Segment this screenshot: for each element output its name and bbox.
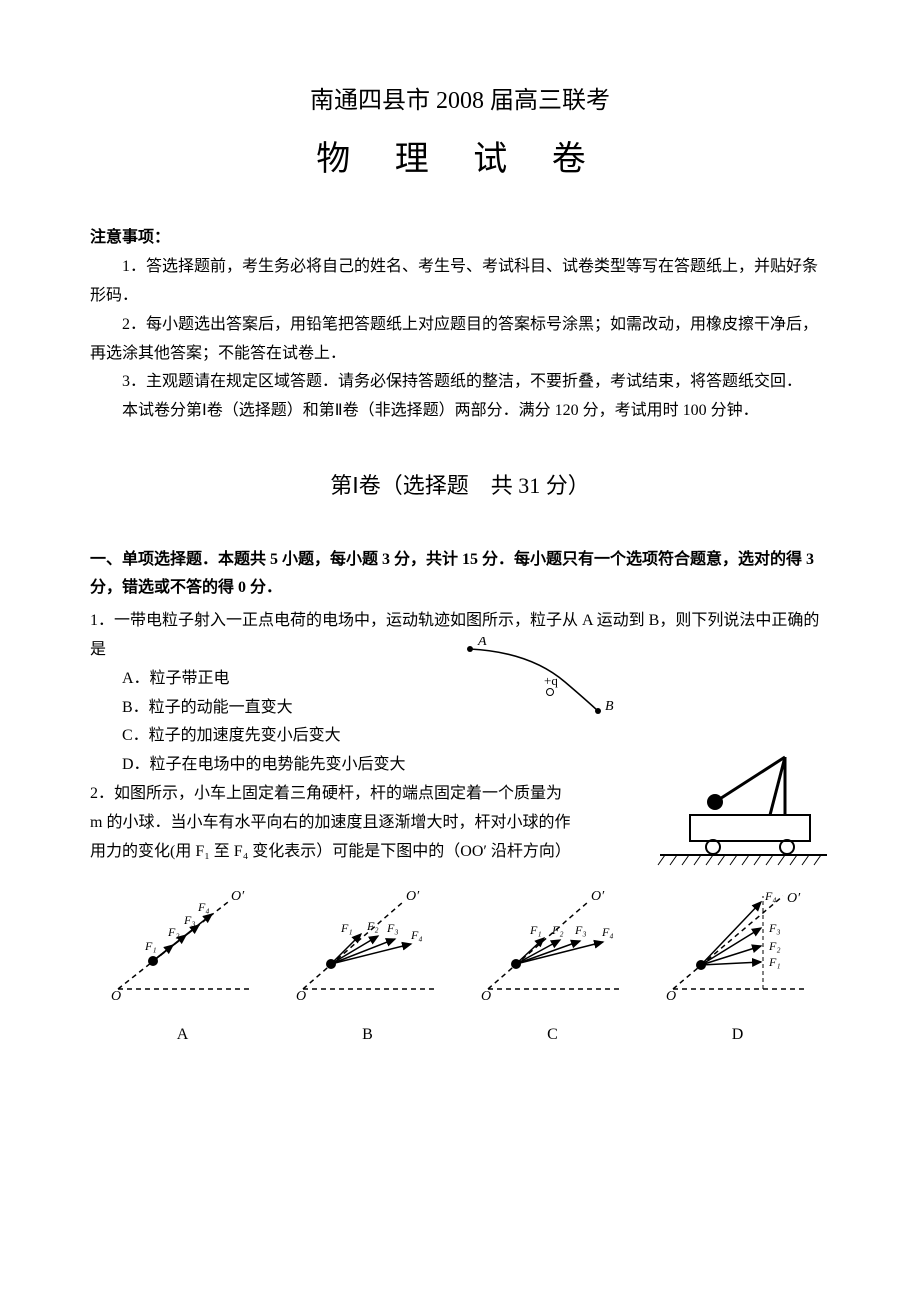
q2-label-a: A — [95, 1021, 270, 1050]
q2-diagram-b: O O′ F₁ F₂ F₃ F₄ — [283, 884, 453, 1004]
q2-option-c: O O′ F₁ F₂ F₃ F₄ C — [465, 884, 640, 1050]
svg-text:O′: O′ — [406, 889, 420, 904]
svg-text:F₂: F₂ — [551, 923, 564, 937]
q2-label-d: D — [650, 1021, 825, 1050]
svg-text:F₃: F₃ — [768, 921, 781, 935]
q2-label-c: C — [465, 1021, 640, 1050]
svg-text:O′: O′ — [231, 889, 245, 904]
exam-header-line2: 物 理 试 卷 — [90, 129, 830, 190]
svg-text:O′: O′ — [591, 889, 605, 904]
svg-text:F₁: F₁ — [529, 923, 542, 937]
notice-item-3: 3．主观题请在规定区域答题．请务必保持答题纸的整洁，不要折叠，考试结束，将答题纸… — [90, 368, 830, 397]
svg-text:O: O — [111, 989, 121, 1004]
svg-text:F₄: F₄ — [764, 889, 777, 903]
notice-item-2: 2．每小题选出答案后，用铅笔把答题纸上对应题目的答案标号涂黑；如需改动，用橡皮擦… — [90, 311, 830, 369]
notice-summary: 本试卷分第Ⅰ卷（选择题）和第Ⅱ卷（非选择题）两部分．满分 120 分，考试用时 … — [90, 397, 830, 426]
svg-text:F₄: F₄ — [197, 900, 210, 914]
exam-header-line1: 南通四县市 2008 届高三联考 — [90, 80, 830, 123]
part1-instruction: 一、单项选择题．本题共 5 小题，每小题 3 分，共计 15 分．每小题只有一个… — [90, 546, 830, 604]
q1-figure: A B +q — [450, 637, 620, 727]
svg-text:F₃: F₃ — [574, 923, 587, 937]
section-1-title: 第Ⅰ卷（选择题 共 31 分） — [90, 466, 830, 506]
svg-text:F₄: F₄ — [410, 928, 423, 942]
svg-text:O: O — [666, 989, 676, 1004]
q2-option-diagrams: O O′ F₁ F₂ F₃ F₄ A O O′ F₁ F₂ — [90, 884, 830, 1050]
svg-text:F₃: F₃ — [183, 913, 196, 927]
svg-text:O′: O′ — [787, 891, 801, 906]
q2-diagram-c: O O′ F₁ F₂ F₃ F₄ — [468, 884, 638, 1004]
q1-label-q: +q — [544, 673, 558, 688]
notice-item-1: 1．答选择题前，考生务必将自己的姓名、考生号、考试科目、试卷类型等写在答题纸上，… — [90, 253, 830, 311]
q2-option-b: O O′ F₁ F₂ F₃ F₄ B — [280, 884, 455, 1050]
q2-label-b: B — [280, 1021, 455, 1050]
q1-label-a: A — [477, 637, 487, 649]
svg-text:F₂: F₂ — [366, 919, 379, 933]
svg-text:F₁: F₁ — [340, 921, 353, 935]
q2-diagram-a: O O′ F₁ F₂ F₃ F₄ — [98, 884, 268, 1004]
q1-label-b: B — [605, 699, 614, 714]
q2-diagram-d: O O′ F₁ F₂ F₃ F₄ — [653, 884, 823, 1004]
q2-option-a: O O′ F₁ F₂ F₃ F₄ A — [95, 884, 270, 1050]
svg-text:F₁: F₁ — [144, 939, 157, 953]
svg-text:F₄: F₄ — [601, 925, 614, 939]
q2-cart-figure — [655, 747, 830, 867]
notice-heading: 注意事项： — [90, 224, 830, 253]
svg-text:F₂: F₂ — [768, 939, 781, 953]
svg-text:O: O — [481, 989, 491, 1004]
svg-text:O: O — [296, 989, 306, 1004]
question-1: 1．一带电粒子射入一正点电荷的电场中，运动轨迹如图所示，粒子从 A 运动到 B，… — [90, 607, 830, 866]
svg-text:F₂: F₂ — [167, 925, 180, 939]
q2-option-d: O O′ F₁ F₂ F₃ F₄ D — [650, 884, 825, 1050]
svg-text:F₃: F₃ — [386, 921, 399, 935]
svg-text:F₁: F₁ — [768, 955, 781, 969]
